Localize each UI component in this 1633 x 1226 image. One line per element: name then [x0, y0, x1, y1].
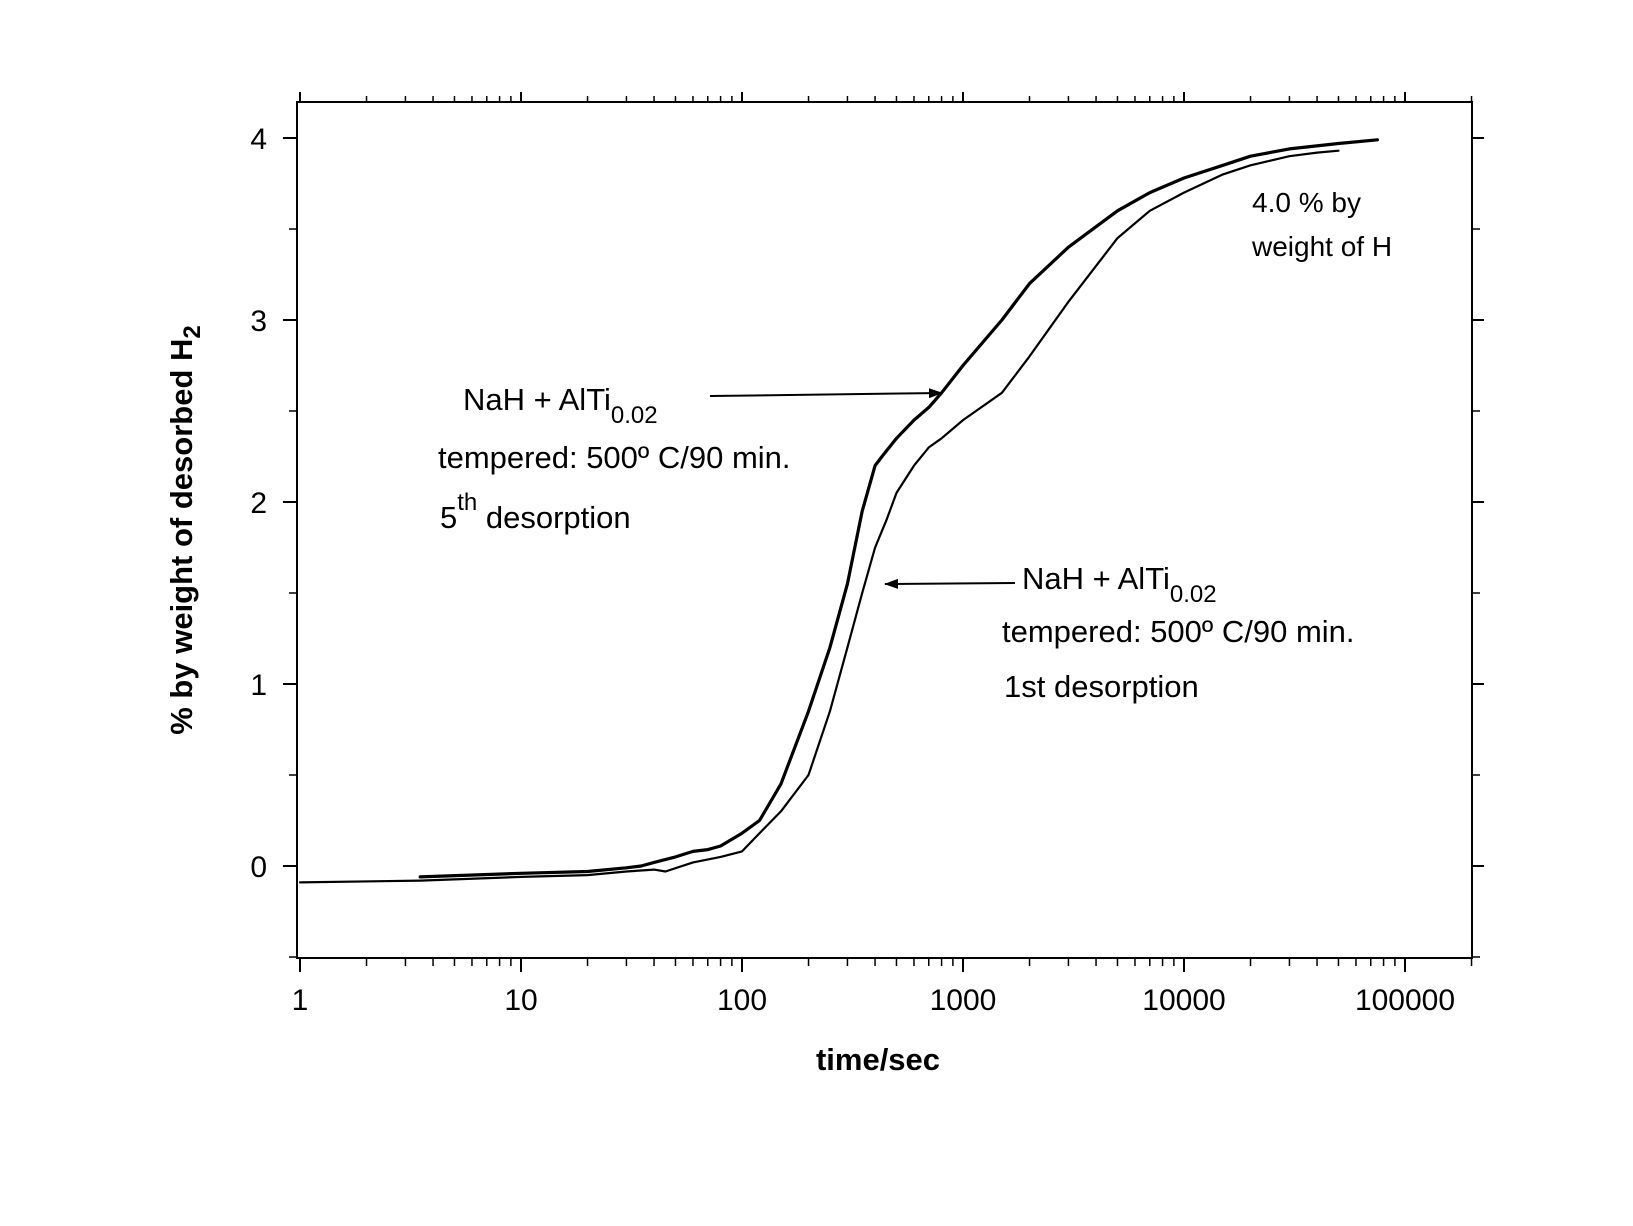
- x-tick-label: 100: [717, 984, 767, 1017]
- y-tick-label: 2: [250, 487, 267, 520]
- y-tick-label: 0: [250, 851, 267, 884]
- annotation-fifth-ordinal-sup: th: [457, 489, 477, 516]
- annotation-first-arrow: [885, 583, 1015, 584]
- x-tick-label: 100000: [1355, 984, 1455, 1017]
- annotation-fifth-arrow: [710, 393, 942, 396]
- y-tick-label: 4: [250, 123, 267, 156]
- annotation-fifth-line2: tempered: 500º C/90 min.: [438, 440, 791, 475]
- annotation-fifth-ordinal: 5: [440, 500, 457, 535]
- annotation-fifth-desorption: NaH + AlTi0.02 tempered: 500º C/90 min. …: [438, 382, 942, 535]
- y-axis-title: % by weight of desorbed H2: [164, 325, 206, 735]
- annotation-final-line2: weight of H: [1251, 231, 1392, 262]
- annotation-fifth-compound-subscript: 0.02: [611, 402, 658, 429]
- x-tick-label: 10: [504, 984, 537, 1017]
- annotation-fifth-line3: 5th desorption: [440, 489, 631, 535]
- x-tick-label: 10000: [1142, 984, 1225, 1017]
- annotation-fifth-compound: NaH + AlTi: [463, 382, 611, 417]
- x-axis-tick-labels: 1 10 100 1000 10000 100000: [292, 984, 1455, 1017]
- x-tick-label: 1: [292, 984, 309, 1017]
- annotation-first-line1: NaH + AlTi0.02: [1022, 561, 1217, 608]
- annotation-first-desorption: NaH + AlTi0.02 tempered: 500º C/90 min. …: [885, 561, 1355, 704]
- chart: 1 10 100 1000 10000 100000 0 1 2 3 4 time/sec % b…: [0, 0, 1633, 1226]
- x-axis-title: time/sec: [816, 1042, 940, 1077]
- y-tick-label: 1: [250, 669, 267, 702]
- annotation-final-line1: 4.0 % by: [1252, 187, 1361, 218]
- annotation-first-line2: tempered: 500º C/90 min.: [1002, 614, 1355, 649]
- annotation-first-compound: NaH + AlTi: [1022, 561, 1170, 596]
- y-axis-title-main: % by weight of desorbed H: [164, 339, 199, 735]
- y-tick-label: 3: [250, 305, 267, 338]
- annotation-fifth-desorption-word: desorption: [477, 500, 630, 535]
- annotation-first-line3: 1st desorption: [1004, 669, 1199, 704]
- annotation-first-compound-subscript: 0.02: [1170, 581, 1217, 608]
- x-tick-label: 1000: [930, 984, 997, 1017]
- y-axis-title-subscript: 2: [179, 325, 206, 338]
- y-axis-tick-labels: 0 1 2 3 4: [250, 123, 267, 884]
- annotation-fifth-line1: NaH + AlTi0.02: [463, 382, 658, 429]
- annotation-final-value: 4.0 % by weight of H: [1251, 187, 1392, 262]
- x-axis-ticks: [300, 92, 1472, 972]
